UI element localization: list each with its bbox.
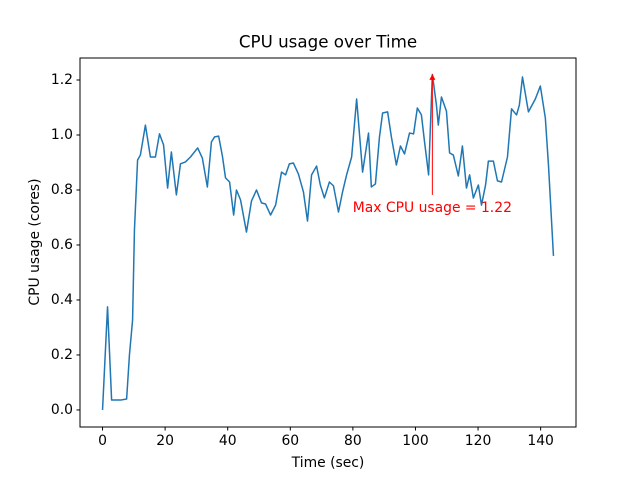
- axes-frame: [79, 57, 577, 428]
- plot-area: [101, 73, 555, 410]
- annotation-text: Max CPU usage = 1.22: [353, 200, 512, 216]
- y-tick-label: 0.6: [51, 237, 73, 253]
- x-tick-label: 40: [219, 433, 237, 449]
- x-tick-label: 120: [465, 433, 492, 449]
- x-tick-label: 80: [344, 433, 362, 449]
- x-tick-label: 60: [281, 433, 299, 449]
- x-tick-label: 20: [156, 433, 174, 449]
- y-tick-label: 0.8: [51, 182, 73, 198]
- y-tick-label: 1.0: [51, 127, 73, 143]
- x-axis-label: Time (sec): [291, 455, 365, 471]
- x-tick-label: 100: [402, 433, 429, 449]
- y-tick-label: 1.2: [51, 72, 73, 88]
- y-tick-label: 0.4: [51, 292, 73, 308]
- data-line: [101, 73, 555, 410]
- chart-title: CPU usage over Time: [239, 32, 417, 52]
- x-tick-label: 140: [527, 433, 554, 449]
- y-tick-label: 0.0: [51, 402, 73, 418]
- y-tick-label: 0.2: [51, 347, 73, 363]
- y-axis-label: CPU usage (cores): [27, 178, 43, 305]
- x-tick-label: 0: [98, 433, 107, 449]
